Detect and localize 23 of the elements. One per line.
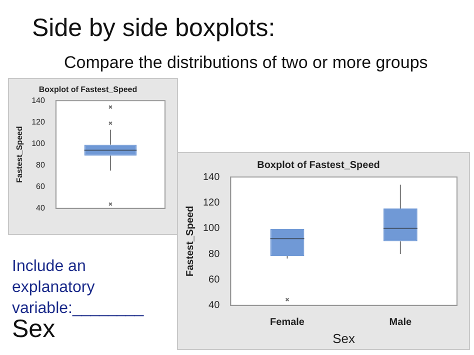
y-tick-label: 140 <box>202 172 220 183</box>
text: Sex <box>12 315 56 343</box>
y-axis-title: Fastest_Speed <box>184 206 196 276</box>
chart-title: Boxplot of Fastest_Speed <box>257 160 380 171</box>
y-tick-label: 60 <box>36 182 46 192</box>
chart-title: Boxplot of Fastest_Speed <box>38 85 138 94</box>
text: Include an explanatory variable:________ <box>12 258 144 317</box>
y-tick-label: 120 <box>32 117 46 126</box>
y-tick-label: 100 <box>202 223 220 234</box>
y-tick-label: 120 <box>202 197 220 208</box>
text: Compare the distributions of two or more groups <box>64 53 428 73</box>
y-tick-label: 80 <box>36 160 46 170</box>
y-tick-label: 60 <box>208 274 220 286</box>
y-axis-title: Fastest_Speed <box>15 126 24 183</box>
x-axis-title: Sex <box>332 330 356 346</box>
x-tick-label: Male <box>389 317 412 328</box>
x-tick-label: Female <box>270 317 305 328</box>
y-tick-label: 80 <box>208 248 220 260</box>
y-tick-label: 40 <box>36 204 46 213</box>
y-tick-label: 140 <box>32 96 46 105</box>
y-tick-label: 40 <box>208 300 220 312</box>
y-tick-label: 100 <box>32 138 46 148</box>
text: Side by side boxplots: <box>32 14 276 43</box>
